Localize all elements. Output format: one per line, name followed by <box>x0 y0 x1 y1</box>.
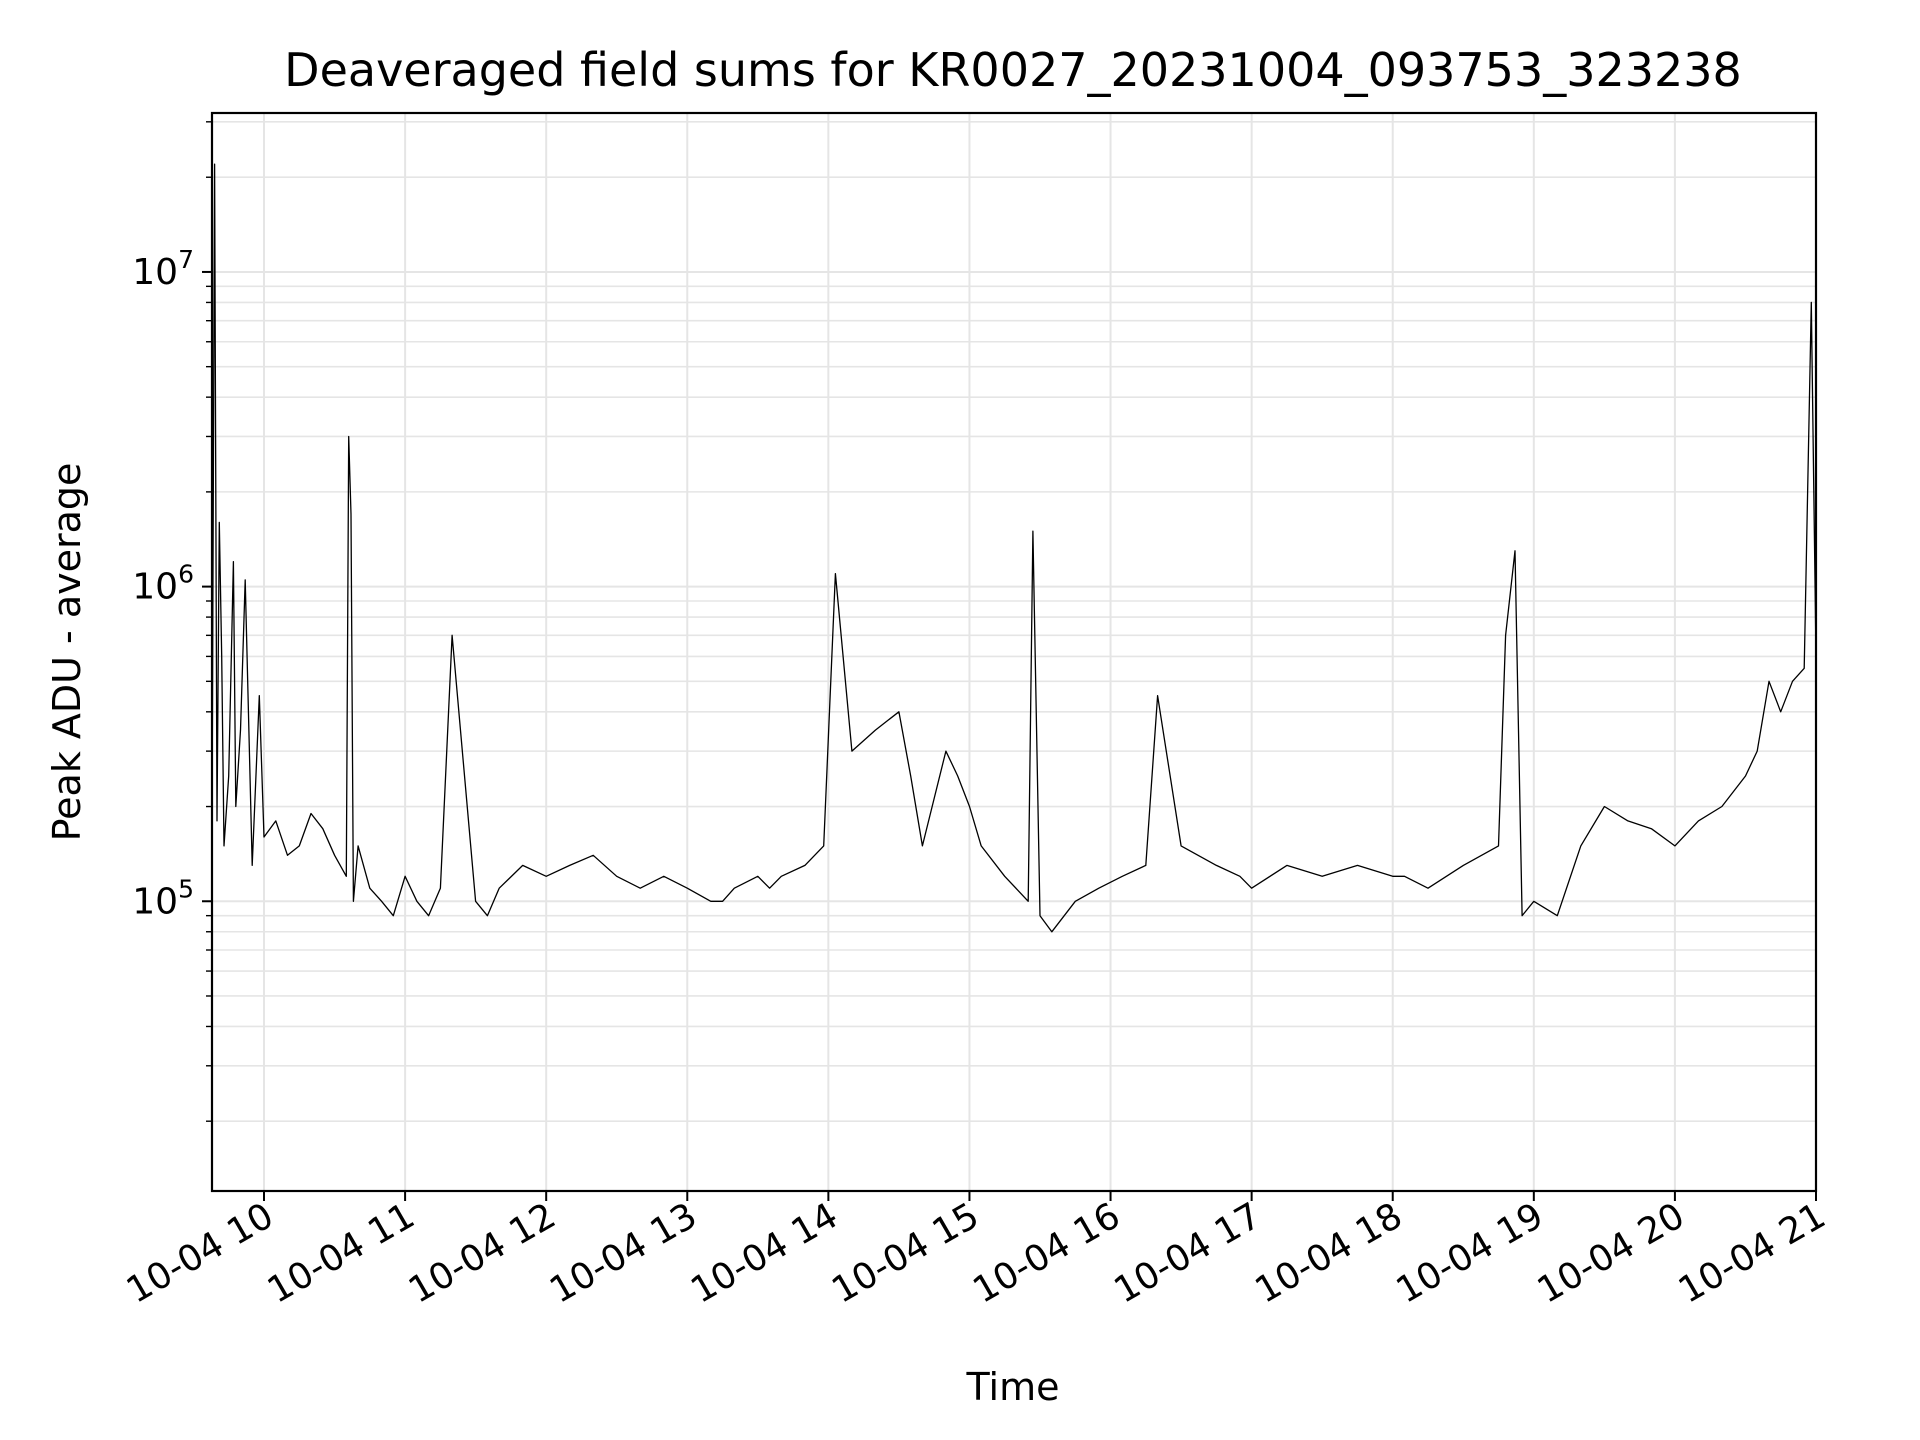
series-line <box>211 163 1817 933</box>
y-tick-label: 106 <box>132 560 194 608</box>
y-tick-label: 105 <box>132 874 194 922</box>
series-layer <box>211 163 1817 933</box>
chart-title: Deaveraged field sums for KR0027_2023100… <box>284 43 1742 97</box>
grid <box>212 113 1817 1191</box>
x-axis-label: Time <box>966 1365 1060 1409</box>
y-axis-label: Peak ADU - average <box>45 463 89 842</box>
plot-frame <box>210 111 1818 1193</box>
y-tick-label: 107 <box>132 245 194 293</box>
y-axis: 105 106 107 <box>132 121 212 1122</box>
